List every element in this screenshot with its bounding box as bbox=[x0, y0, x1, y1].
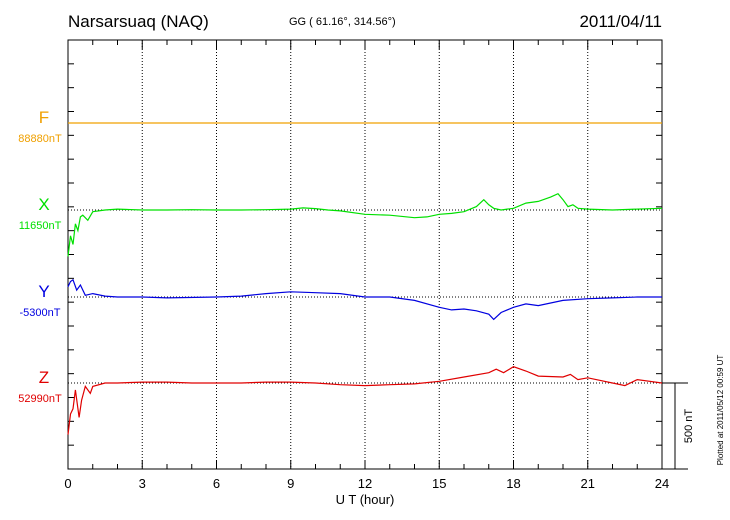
x-tick-label: 6 bbox=[213, 476, 220, 491]
station-coordinates: GG ( 61.16°, 314.56°) bbox=[289, 16, 396, 28]
x-tick-label: 3 bbox=[139, 476, 146, 491]
component-labels: F 88880nT X 11650nT Y -5300nT Z 52990nT bbox=[18, 108, 62, 405]
station-title: Narsarsuaq (NAQ) bbox=[68, 12, 209, 31]
component-label-f: F bbox=[39, 108, 49, 127]
series-lines bbox=[67, 122, 663, 435]
x-axis-label: U T (hour) bbox=[336, 492, 395, 507]
vertical-grid bbox=[141, 40, 589, 469]
x-tick-label: 0 bbox=[64, 476, 71, 491]
series-z-line bbox=[67, 366, 663, 435]
y-ticks bbox=[68, 63, 662, 446]
x-tick-label: 18 bbox=[506, 476, 520, 491]
baseline-value-y: -5300nT bbox=[20, 307, 61, 319]
baseline-value-x: 11650nT bbox=[19, 220, 62, 232]
component-label-y: Y bbox=[38, 282, 49, 301]
plot-frame bbox=[67, 39, 663, 470]
x-tick-label: 15 bbox=[432, 476, 446, 491]
scale-bar-label: 500 nT bbox=[683, 409, 695, 444]
series-y-line bbox=[67, 278, 662, 321]
x-tick-label: 24 bbox=[655, 476, 669, 491]
baseline-value-z: 52990nT bbox=[18, 393, 62, 405]
x-ticks: 0 3 6 9 12 15 18 21 24 bbox=[64, 40, 669, 491]
x-tick-label: 12 bbox=[358, 476, 372, 491]
series-x-line bbox=[67, 192, 663, 257]
x-tick-label: 9 bbox=[287, 476, 294, 491]
component-label-x: X bbox=[38, 195, 49, 214]
baseline-value-f: 88880nT bbox=[18, 133, 62, 145]
x-tick-label: 21 bbox=[581, 476, 595, 491]
scale-bar: 500 nT bbox=[662, 382, 695, 470]
component-label-z: Z bbox=[39, 368, 49, 387]
plotted-timestamp: Plotted at 2011/05/12 00:59 UT bbox=[716, 355, 725, 466]
plot-date: 2011/04/11 bbox=[579, 12, 662, 31]
